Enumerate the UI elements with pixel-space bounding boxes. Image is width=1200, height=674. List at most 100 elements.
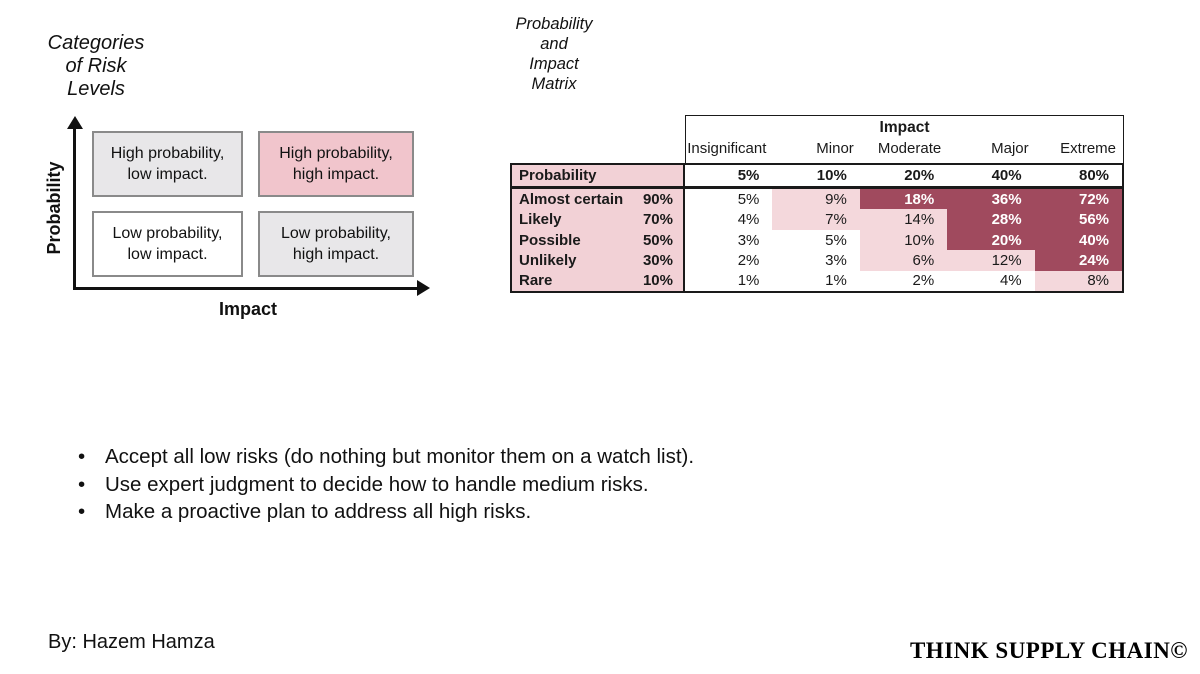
- quadrant-box-text: Low probability,: [281, 225, 391, 242]
- probability-level-name: Likely: [519, 211, 562, 229]
- probability-level-value: 70%: [642, 211, 673, 229]
- matrix-cell: 1%: [772, 270, 860, 292]
- impact-value-headers: 5% 10% 20% 40% 80%: [685, 165, 1122, 186]
- y-axis-arrowhead-icon: [67, 116, 83, 129]
- impact-level-header: Insignificant: [687, 140, 767, 157]
- probability-level-value: 50%: [642, 231, 673, 249]
- impact-level-header: Extreme: [1060, 140, 1117, 157]
- matrix-cell: 28%: [947, 209, 1035, 230]
- probability-level-name: Unlikely: [519, 251, 577, 269]
- matrix-row-label: Rare 10%: [512, 270, 685, 292]
- quadrant-box-text: High probability,: [279, 145, 393, 162]
- risk-handling-bullet-list: • Accept all low risks (do nothing but m…: [78, 443, 694, 526]
- matrix-cell: 10%: [859, 229, 948, 251]
- impact-level-header: Moderate: [877, 140, 942, 157]
- probability-level-value: 30%: [642, 251, 673, 269]
- y-axis-line: [73, 127, 76, 289]
- x-axis-arrowhead-icon: [417, 280, 430, 296]
- matrix-row-label: Possible 50%: [512, 229, 685, 251]
- matrix-cell: 1%: [685, 270, 773, 292]
- matrix-row-likely: Likely 70% 4% 7% 14% 28% 56%: [512, 209, 1123, 230]
- matrix-row-label: Unlikely 30%: [512, 250, 685, 271]
- matrix-cell: 2%: [685, 250, 773, 271]
- quadrant-title-line: of Risk: [65, 55, 127, 77]
- quadrant-box-high-prob-high-impact: High probability, high impact.: [258, 131, 414, 197]
- impact-value-header: 5%: [737, 167, 760, 184]
- brand-logo-text: THINK SUPPLY CHAIN©: [909, 638, 1188, 663]
- bullet-text: Accept all low risks (do nothing but mon…: [105, 445, 695, 468]
- quadrant-box-high-prob-low-impact: High probability, low impact.: [92, 131, 243, 197]
- probability-level-name: Rare: [519, 272, 553, 290]
- matrix-cell: 18%: [859, 189, 948, 210]
- matrix-title-line: Probability: [515, 15, 593, 33]
- matrix-cell: 12%: [947, 250, 1035, 271]
- matrix-title-line: Impact: [529, 55, 579, 73]
- x-axis-line: [73, 287, 419, 290]
- list-item: • Accept all low risks (do nothing but m…: [78, 443, 694, 471]
- matrix-cell: 5%: [685, 189, 773, 210]
- matrix-cell: 36%: [947, 189, 1035, 210]
- impact-value-header: 20%: [904, 167, 935, 184]
- bullet-icon: •: [78, 445, 86, 468]
- matrix-cell: 8%: [1034, 270, 1123, 292]
- matrix-row-unlikely: Unlikely 30% 2% 3% 6% 12% 24%: [512, 250, 1123, 271]
- probability-impact-matrix: Impact Insignificant Minor Moderate Majo…: [510, 115, 1124, 293]
- matrix-cell: 4%: [947, 270, 1035, 292]
- impact-level-header: Major: [991, 140, 1029, 157]
- x-axis-label: Impact: [218, 299, 278, 319]
- bullet-icon: •: [78, 472, 86, 496]
- matrix-cell: 7%: [772, 209, 860, 230]
- matrix-row-rare: Rare 10% 1% 1% 2% 4% 8%: [512, 270, 1123, 292]
- quadrant-box-text: High probability,: [110, 145, 225, 162]
- quadrant-box-text: high impact.: [292, 246, 380, 263]
- matrix-cell: 3%: [772, 250, 860, 271]
- probability-level-name: Almost certain: [519, 190, 624, 208]
- matrix-cell: 4%: [685, 209, 773, 230]
- impact-level-headers: Insignificant Minor Moderate Major Extre…: [686, 140, 1123, 161]
- bullet-icon: •: [78, 500, 86, 523]
- matrix-cell: 72%: [1034, 189, 1123, 210]
- probability-header-label: Probability: [512, 165, 685, 186]
- quadrant-box-text: low impact.: [127, 246, 208, 263]
- matrix-cell: 20%: [947, 229, 1035, 251]
- probability-level-value: 10%: [642, 272, 673, 290]
- quadrant-title-line: Categories: [47, 32, 145, 54]
- quadrant-box-low-prob-low-impact: Low probability, low impact.: [92, 211, 243, 277]
- matrix-title: Probability and Impact Matrix: [479, 14, 629, 94]
- matrix-probability-row: Probability 5% 10% 20% 40% 80%: [510, 163, 1124, 188]
- matrix-cell: 2%: [859, 270, 948, 292]
- matrix-row-almost-certain: Almost certain 90% 5% 9% 18% 36% 72%: [512, 189, 1123, 210]
- quadrant-title-line: Levels: [67, 78, 125, 100]
- matrix-cell: 14%: [859, 209, 948, 230]
- probability-level-name: Possible: [519, 231, 581, 249]
- matrix-cell: 40%: [1034, 229, 1123, 251]
- matrix-cell: 5%: [772, 229, 860, 251]
- matrix-cell: 6%: [859, 250, 948, 271]
- matrix-row-label: Likely 70%: [512, 209, 685, 230]
- impact-header-label: Impact: [879, 119, 930, 136]
- quadrant-box-text: Low probability,: [112, 225, 223, 242]
- author-credit: By: Hazem Hamza: [48, 631, 215, 653]
- impact-value-header: 80%: [1079, 167, 1110, 184]
- probability-level-value: 90%: [642, 190, 673, 208]
- bullet-text: Make a proactive plan to address all hig…: [105, 500, 532, 523]
- list-item: • Make a proactive plan to address all h…: [78, 498, 694, 526]
- y-axis-label: Probability: [44, 161, 64, 255]
- quadrant-box-low-prob-high-impact: Low probability, high impact.: [258, 211, 414, 277]
- matrix-row-possible: Possible 50% 3% 5% 10% 20% 40%: [512, 229, 1123, 251]
- matrix-title-line: and: [540, 35, 568, 53]
- matrix-row-label: Almost certain 90%: [512, 189, 685, 210]
- quadrant-title: Categories of Risk Levels: [18, 32, 174, 101]
- matrix-impact-header-box: Impact Insignificant Minor Moderate Majo…: [685, 115, 1124, 164]
- impact-value-header: 40%: [991, 167, 1022, 184]
- quadrant-box-text: high impact.: [292, 166, 380, 183]
- list-item: • Use expert judgment to decide how to h…: [78, 471, 694, 499]
- quadrant-box-text: low impact.: [127, 166, 208, 183]
- impact-level-header: Minor: [816, 140, 854, 157]
- matrix-cell: 24%: [1034, 250, 1123, 271]
- matrix-cell: 9%: [772, 189, 860, 210]
- matrix-cell: 3%: [685, 229, 773, 251]
- matrix-data-grid: Almost certain 90% 5% 9% 18% 36% 72% Lik…: [510, 187, 1124, 293]
- bullet-text: Use expert judgment to decide how to han…: [105, 472, 649, 496]
